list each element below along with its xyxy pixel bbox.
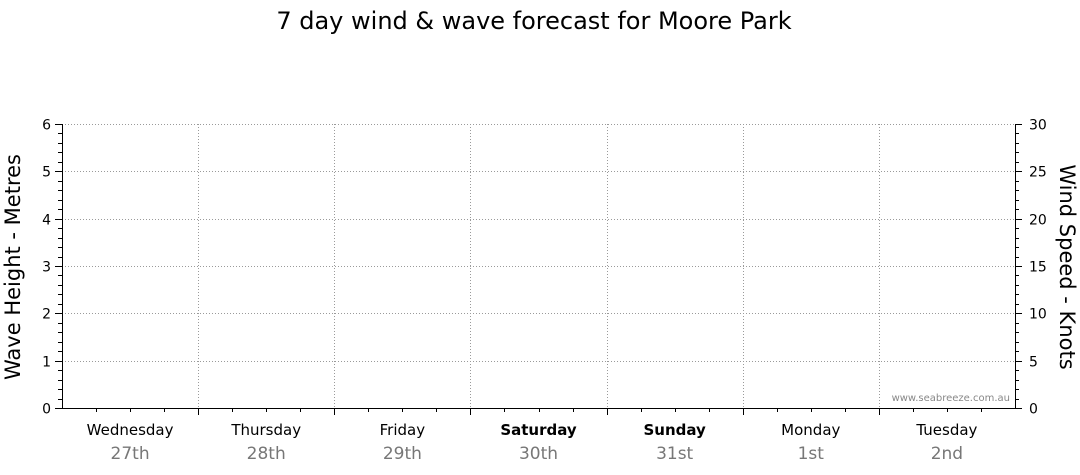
day-label: Monday bbox=[781, 421, 840, 439]
day-date-label: 27th bbox=[111, 444, 150, 464]
left-tick-label: 4 bbox=[42, 213, 51, 229]
day-label: Thursday bbox=[230, 421, 301, 439]
left-axis-ticks: 0 1 2 3 4 5 6 bbox=[42, 118, 62, 418]
left-tick-label: 2 bbox=[42, 307, 51, 323]
day-label: Sunday bbox=[643, 421, 706, 439]
day-label: Tuesday bbox=[915, 421, 977, 439]
left-tick-label: 5 bbox=[42, 165, 51, 181]
left-tick-label: 3 bbox=[42, 260, 51, 276]
grid bbox=[62, 124, 1015, 408]
day-date-label: 1st bbox=[798, 444, 825, 464]
day-date-label: 30th bbox=[519, 444, 558, 464]
right-tick-label: 10 bbox=[1029, 307, 1047, 323]
day-labels: Wednesday 27th Thursday 28th Friday 29th Satur… bbox=[87, 421, 978, 464]
left-tick-label: 0 bbox=[42, 402, 51, 418]
day-label: Friday bbox=[380, 421, 426, 439]
watermark-text: www.seabreeze.com.au bbox=[892, 393, 1010, 404]
left-axis-title: Wave Height - Metres bbox=[1, 154, 25, 380]
right-tick-label: 30 bbox=[1029, 118, 1047, 134]
day-label: Saturday bbox=[500, 421, 577, 439]
x-axis-ticks bbox=[96, 408, 982, 415]
day-date-label: 2nd bbox=[931, 444, 963, 464]
right-axis-ticks: 0 5 10 15 20 25 30 bbox=[1015, 118, 1047, 418]
right-tick-label: 0 bbox=[1029, 402, 1038, 418]
left-tick-label: 1 bbox=[42, 355, 51, 371]
right-tick-label: 15 bbox=[1029, 260, 1047, 276]
day-date-label: 31st bbox=[656, 444, 693, 464]
left-tick-label: 6 bbox=[42, 118, 51, 134]
right-tick-label: 25 bbox=[1029, 165, 1047, 181]
day-date-label: 29th bbox=[383, 444, 422, 464]
right-axis-title: Wind Speed - Knots bbox=[1055, 164, 1079, 369]
day-date-label: 28th bbox=[247, 444, 286, 464]
chart-title: 7 day wind & wave forecast for Moore Par… bbox=[276, 7, 791, 35]
right-tick-label: 5 bbox=[1029, 355, 1038, 371]
day-label: Wednesday bbox=[87, 421, 174, 439]
right-tick-label: 20 bbox=[1029, 213, 1047, 229]
